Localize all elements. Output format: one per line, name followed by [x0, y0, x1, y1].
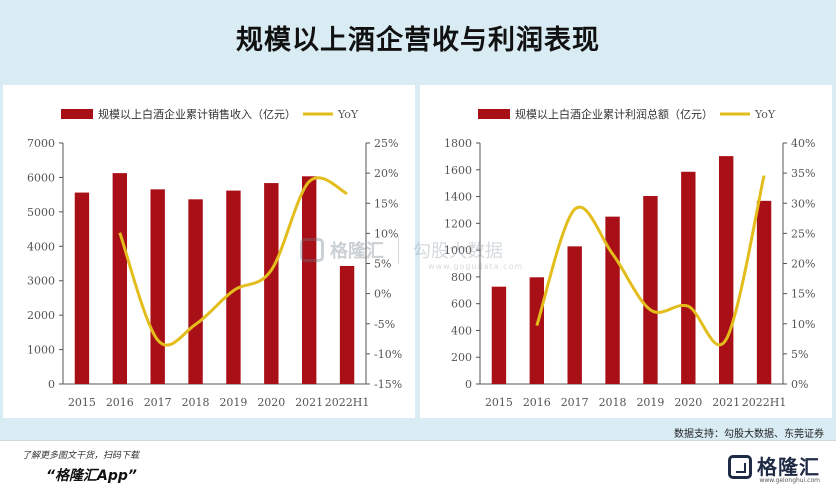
- y2-tick-label: 0%: [791, 378, 808, 391]
- y2-tick-label: 5%: [374, 258, 391, 271]
- bar: [567, 246, 582, 384]
- yoy-line: [118, 176, 348, 347]
- y2-tick-label: 25%: [374, 137, 398, 150]
- bar: [339, 265, 355, 384]
- y2-tick-label: 10%: [791, 318, 815, 331]
- x-tick-label: 2019: [636, 396, 664, 409]
- brand-logo-name: 格隆汇: [757, 455, 820, 479]
- watermark-divider: [398, 236, 399, 264]
- profit-chart: 规模以上白酒企业累计利润总额（亿元） YoY 0 200 400 600 800 1000 12…: [444, 107, 815, 409]
- x-tick-label: 2017: [561, 396, 589, 409]
- watermark-url: www.gogudata.com: [428, 262, 524, 271]
- watermark-text: 勾股大数据: [413, 241, 503, 262]
- legend-line-label: YoY: [337, 108, 359, 121]
- bar: [112, 173, 128, 384]
- x-tick-label: 2020: [674, 396, 702, 409]
- bar: [301, 176, 317, 384]
- y-tick-label: 1200: [444, 217, 472, 230]
- bar: [529, 277, 545, 384]
- x-tick-label: 2015: [68, 396, 96, 409]
- data-source-note: 数据支持：勾股大数据、东莞证券: [674, 429, 824, 440]
- y2-tick-label: 15%: [791, 288, 815, 301]
- bar: [681, 171, 696, 384]
- y-tick-label: 6000: [27, 171, 55, 184]
- x-tick-label: 2018: [182, 396, 210, 409]
- bar: [718, 156, 734, 384]
- y2-tick-label: 20%: [374, 167, 398, 180]
- revenue-chart-panel: 规模以上白酒企业累计销售收入（亿元） YoY 0 1000 2000 3000 4000 50…: [3, 85, 415, 418]
- legend-line-label: YoY: [754, 108, 776, 121]
- x-tick-label: 2021: [712, 396, 740, 409]
- x-tick-label: 2022H1: [325, 396, 370, 409]
- x-tick-label: 2016: [523, 396, 551, 409]
- x-tick-label: 2020: [257, 396, 285, 409]
- y-tick-label: 200: [451, 351, 472, 364]
- watermark: 格隆汇 勾股大数据 www.gogudata.com: [300, 236, 522, 271]
- y2-tick-label: 15%: [374, 197, 398, 210]
- watermark-logo-icon: [300, 238, 324, 262]
- page-title: 规模以上酒企营收与利润表现: [236, 25, 600, 56]
- brand-logo[interactable]: 格隆汇 www.gelonghui.com: [728, 451, 820, 484]
- footer-promo-text: 了解更多图文干货，扫码下载: [22, 451, 140, 461]
- y2-tick-label: -5%: [374, 318, 395, 331]
- legend-bar-label: 规模以上白酒企业累计利润总额（亿元）: [515, 107, 713, 121]
- y2-tick-label: 40%: [791, 137, 815, 150]
- legend-bar-swatch: [478, 109, 510, 119]
- bar: [226, 190, 241, 384]
- legend-bar-label: 规模以上白酒企业累计销售收入（亿元）: [98, 107, 296, 121]
- x-tick-label: 2016: [106, 396, 134, 409]
- y-tick-label: 1000: [444, 244, 472, 257]
- x-tick-label: 2017: [144, 396, 172, 409]
- footer-app-name: “格隆汇App”: [46, 468, 137, 484]
- y-tick-label: 2000: [27, 309, 55, 322]
- bar: [643, 196, 658, 384]
- y2-tick-label: 35%: [791, 167, 815, 180]
- x-tick-label: 2019: [219, 396, 247, 409]
- y2-tick-label: -10%: [374, 348, 402, 361]
- y2-tick-label: -15%: [374, 378, 402, 391]
- yoy-line: [535, 175, 766, 347]
- y2-tick-label: 25%: [791, 227, 815, 240]
- profit-chart-panel: 规模以上白酒企业累计利润总额（亿元） YoY 0 200 400 600 800 1000 12…: [420, 85, 832, 418]
- legend-bar-swatch: [61, 109, 93, 119]
- y-tick-label: 5000: [27, 206, 55, 219]
- y-tick-label: 4000: [27, 240, 55, 253]
- y2-tick-label: 20%: [791, 258, 815, 271]
- x-tick-label: 2018: [599, 396, 627, 409]
- footer-bar: 了解更多图文干货，扫码下载 “格隆汇App” 格隆汇 www.gelonghui…: [0, 440, 836, 491]
- bar: [756, 200, 772, 384]
- bar: [491, 286, 507, 384]
- revenue-chart: 规模以上白酒企业累计销售收入（亿元） YoY 0 1000 2000 3000 4000 50…: [27, 107, 402, 409]
- bar: [605, 216, 620, 384]
- x-tick-label: 2015: [485, 396, 513, 409]
- brand-logo-icon: [728, 455, 752, 479]
- y-tick-label: 1400: [444, 191, 472, 204]
- y-tick-label: 0: [48, 378, 55, 391]
- y-tick-label: 0: [465, 378, 472, 391]
- brand-logo-url: www.gelonghui.com: [759, 477, 820, 484]
- y-tick-label: 3000: [27, 275, 55, 288]
- y-tick-label: 1000: [27, 344, 55, 357]
- y2-tick-label: 0%: [374, 288, 391, 301]
- y2-tick-label: 10%: [374, 227, 398, 240]
- y-tick-label: 7000: [27, 137, 55, 150]
- y2-tick-label: 30%: [791, 197, 815, 210]
- bar: [188, 199, 203, 384]
- y2-tick-label: 5%: [791, 348, 808, 361]
- x-tick-label: 2022H1: [742, 396, 787, 409]
- x-tick-label: 2021: [295, 396, 323, 409]
- y-tick-label: 800: [451, 271, 472, 284]
- y-tick-label: 1600: [444, 164, 472, 177]
- bar: [74, 192, 90, 384]
- y-tick-label: 400: [451, 324, 472, 337]
- y-tick-label: 600: [451, 298, 472, 311]
- watermark-brand: 格隆汇: [330, 241, 384, 262]
- bar: [264, 183, 279, 384]
- y-tick-label: 1800: [444, 137, 472, 150]
- bar: [150, 189, 165, 384]
